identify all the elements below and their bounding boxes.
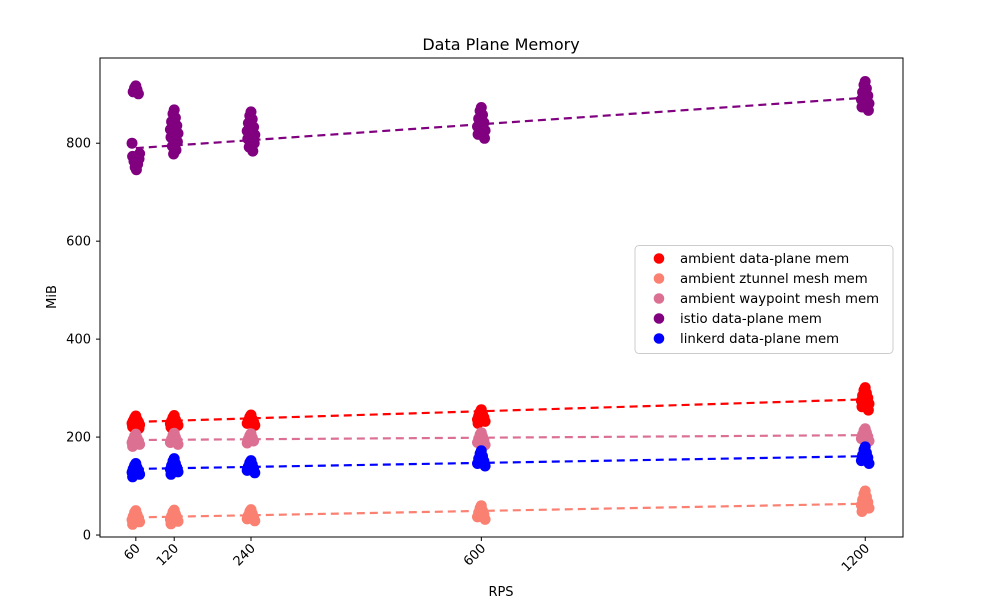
scatter-point (126, 137, 138, 149)
scatter-point (863, 458, 875, 469)
x-axis-label: RPS (488, 585, 513, 600)
legend-box (634, 245, 894, 354)
y-tick-label: 400 (66, 333, 91, 348)
scatter-point (127, 440, 139, 452)
scatter-point (132, 88, 144, 100)
legend-item-label: ambient ztunnel mesh mem (680, 272, 868, 287)
legend-marker-icon (653, 273, 665, 284)
legend-marker-icon (653, 313, 665, 324)
legend: ambient data-plane mem ambient ztunnel me… (634, 245, 894, 354)
y-tick-label: 0 (83, 529, 91, 544)
legend-item-label: istio data-plane mem (680, 312, 822, 327)
scatter-point (247, 145, 259, 157)
y-tick-label: 200 (66, 431, 91, 446)
legend-marker-icon (653, 293, 665, 304)
scatter-point (249, 419, 261, 431)
scatter-point (479, 132, 490, 144)
scatter-point (241, 437, 253, 449)
legend-item-label: linkerd data-plane mem (680, 332, 839, 347)
y-tick-label: 800 (66, 137, 91, 152)
scatter-point (127, 471, 139, 483)
scatter-point (168, 148, 180, 160)
plot-border (99, 57, 904, 538)
scatter-point (856, 506, 868, 517)
scatter-point (172, 438, 184, 450)
legend-item-label: ambient waypoint mesh mem (680, 292, 879, 307)
scatter-point (165, 468, 177, 480)
scatter-point (862, 404, 874, 416)
y-axis-label: MiB (45, 285, 60, 309)
scatter-point (249, 467, 261, 479)
scatter-point (130, 164, 142, 176)
scatter-point (479, 513, 491, 525)
scatter-point (127, 518, 139, 530)
scatter-point (862, 104, 874, 116)
legend-marker-icon (653, 333, 665, 344)
scatter-point (165, 518, 177, 530)
scatter-point (472, 417, 484, 429)
scatter-point (479, 460, 491, 472)
y-tick-label: 600 (66, 235, 91, 250)
chart-title: Data Plane Memory (422, 35, 579, 54)
scatter-points-group (126, 76, 875, 530)
scatter-point (249, 515, 261, 527)
legend-item-label: ambient data-plane mem (680, 252, 849, 267)
legend-marker-icon (653, 253, 665, 264)
